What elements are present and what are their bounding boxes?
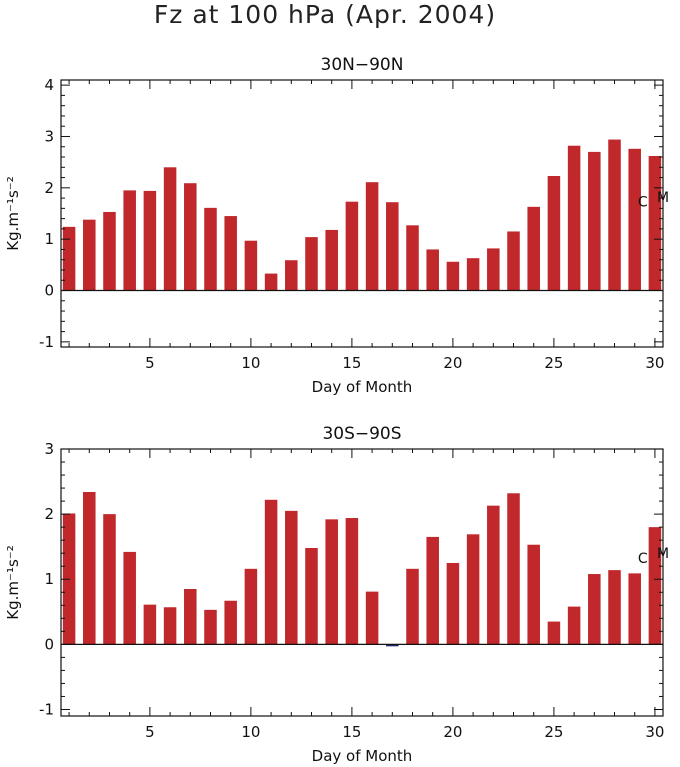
panel-1-bar-day-1 (62, 226, 76, 291)
panel-2-bar-day-22 (487, 505, 500, 645)
panel-1-marker-c: C (638, 194, 648, 210)
panel-1-bar-day-26 (567, 145, 581, 291)
panel-1-bar-day-21 (466, 258, 480, 291)
panel-2-bar-day-2 (83, 491, 96, 645)
panel-2-ytick-label-4: 3 (44, 440, 54, 458)
panel-1-bar-day-25 (547, 176, 561, 291)
panel-1-y-axis-title: Kg.m⁻¹s⁻² (4, 176, 22, 250)
panel-1-bar-day-11 (264, 273, 278, 291)
panel-1-ytick-label-0: -1 (39, 333, 54, 351)
panel-1-xtick-label-30: 30 (645, 354, 664, 372)
panel-2-ytick-label-1: 0 (44, 635, 54, 653)
panel-1-bar-day-13 (305, 237, 318, 291)
panel-1-bar-day-15 (345, 201, 359, 291)
panel-1-bar-day-16 (365, 182, 379, 291)
panel-2-bar-day-8 (204, 609, 217, 645)
panel-2-bar-day-20 (446, 562, 460, 645)
panel-2-bar-day-10 (244, 568, 258, 645)
panel-2-xtick-label-15: 15 (342, 723, 361, 741)
panel-1-bar-day-4 (123, 190, 136, 291)
panel-1-bar-day-14 (325, 229, 338, 291)
panel-1-ytick-label-1: 0 (44, 282, 54, 300)
panel-1-bar-day-9 (224, 216, 237, 291)
panel-2-bar-day-9 (224, 600, 237, 645)
panel-1-bar-day-23 (507, 231, 520, 291)
panel-2-bar-day-18 (406, 568, 419, 645)
panel-1-ytick-label-4: 3 (44, 127, 54, 145)
panel-1-xtick-label-20: 20 (443, 354, 462, 372)
panel-1-bar-day-28 (608, 139, 621, 291)
panel-1-bar-day-2 (83, 219, 96, 291)
panel-2-bar-day-17 (386, 644, 399, 647)
panel-2-bar-day-5 (143, 604, 157, 645)
panel-2-bar-day-14 (325, 519, 338, 645)
panel-1-xtick-label-10: 10 (241, 354, 260, 372)
panel-1-bar-day-3 (103, 211, 116, 291)
panel-1-bar-day-10 (244, 240, 258, 291)
panel-1-bar-day-7 (184, 183, 197, 291)
panel-2-bar-day-11 (264, 499, 278, 645)
panel-2-xtick-label-30: 30 (645, 723, 664, 741)
panel-1-bar-day-12 (285, 260, 298, 291)
panel-2-bar-day-19 (426, 536, 439, 645)
panel-1-xtick-label-5: 5 (145, 354, 155, 372)
panel-2-bar-day-6 (163, 607, 177, 645)
panel-2-bar-day-7 (184, 589, 197, 645)
panel-1-xtick-label-25: 25 (544, 354, 563, 372)
panel-2-ytick-label-2: 1 (44, 570, 54, 588)
panel-1-ytick-label-5: 4 (44, 76, 54, 94)
panel-1-bar-day-18 (406, 225, 419, 291)
panel-1-title: 30N−90N (321, 55, 404, 75)
panel-2-bar-day-27 (588, 574, 601, 645)
panel-2-frame (60, 448, 664, 717)
panel-1-frame (60, 79, 664, 348)
panel-1-bar-day-30 (648, 155, 662, 291)
panel-1-bar-day-6 (163, 167, 177, 291)
panel-1-bar-day-22 (487, 248, 500, 291)
panel-1-bar-day-17 (386, 202, 399, 291)
panel-2-bar-day-23 (507, 493, 520, 645)
panel-1-ytick-label-2: 1 (44, 230, 54, 248)
panel-2-ytick-label-3: 2 (44, 505, 54, 523)
panel-2-bar-day-25 (547, 621, 561, 645)
panel-2-bar-day-29 (628, 573, 641, 645)
panel-2-bar-day-30 (648, 527, 662, 645)
panel-2-xtick-label-20: 20 (443, 723, 462, 741)
panel-1-xtick-label-15: 15 (342, 354, 361, 372)
panel-1-bar-day-20 (446, 261, 460, 291)
panel-2-bar-day-3 (103, 514, 116, 645)
panel-1-bar-day-19 (426, 249, 439, 291)
panel-1-bar-day-8 (204, 207, 217, 291)
chart-main-title: Fz at 100 hPa (Apr. 2004) (153, 0, 497, 29)
panel-2-marker-c: C (638, 551, 648, 567)
panel-2-bar-day-21 (466, 534, 480, 645)
panel-1-bar-day-27 (588, 151, 601, 291)
panel-2-bar-day-16 (365, 591, 379, 645)
panel-2-xtick-label-10: 10 (241, 723, 260, 741)
panel-2-bar-day-26 (567, 606, 581, 645)
panel-2-marker-m: M (657, 546, 669, 562)
panel-2-title: 30S−90S (322, 424, 401, 444)
panel-2-bar-day-28 (608, 570, 621, 645)
panel-2-bar-day-12 (285, 510, 298, 645)
panel-2-xtick-label-5: 5 (145, 723, 155, 741)
panel-1-marker-m: M (657, 190, 669, 206)
panel-2-bar-day-13 (305, 547, 318, 645)
panel-2-bar-day-4 (123, 551, 136, 645)
panel-1-bar-day-29 (628, 148, 641, 291)
panel-2-y-axis-title: Kg.m⁻¹s⁻² (4, 545, 22, 619)
panel-1-bar-day-5 (143, 190, 157, 291)
panel-1-ytick-label-3: 2 (44, 179, 54, 197)
panel-1-x-axis-title: Day of Month (312, 378, 413, 396)
panel-2-ytick-label-0: -1 (39, 700, 54, 718)
panel-2-bar-day-15 (345, 518, 359, 645)
panel-2-bar-day-24 (527, 544, 540, 645)
panel-2-xtick-label-25: 25 (544, 723, 563, 741)
panel-1-bar-day-24 (527, 206, 540, 291)
panel-2-x-axis-title: Day of Month (312, 747, 413, 765)
